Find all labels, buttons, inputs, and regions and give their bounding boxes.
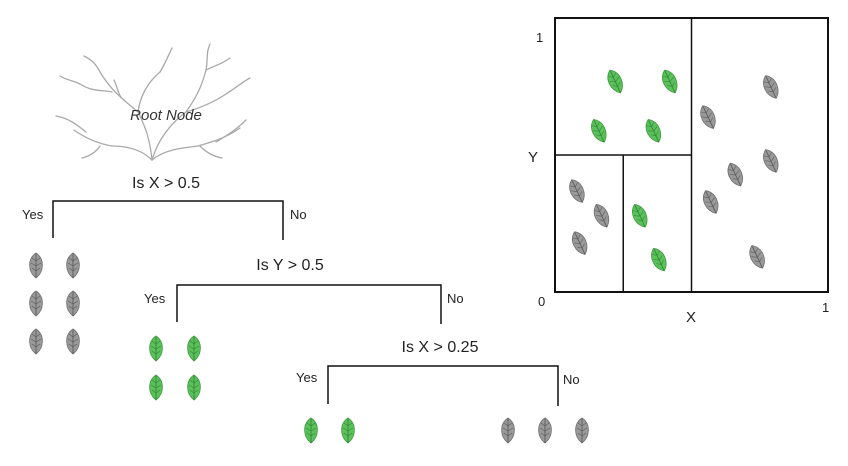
green-leaf-point [647,245,671,275]
plot-points [565,66,783,275]
gray-leaf-point [745,242,769,272]
partition-plot: 1 0 1 Y X [528,17,829,326]
plot-split-lines [555,18,693,292]
leaf-node-2 [149,335,201,401]
green-leaf-point [587,116,611,146]
root-node-label: Root Node [130,107,202,124]
leaf-node-3 [304,417,355,444]
gray-leaf-icon [29,328,43,355]
split-1: Is X > 0.5 Yes No [22,175,307,240]
green-leaf-icon [341,417,355,444]
leaf-node-1 [29,252,80,355]
split-3-no-label: No [563,372,580,387]
split-2-no-label: No [447,291,464,306]
root-node-branches-icon [55,43,251,161]
root-node: Root Node [55,43,251,161]
leaf-node-4 [501,417,589,444]
split-2: Is Y > 0.5 Yes No [144,257,464,324]
split-1-question: Is X > 0.5 [132,175,200,192]
gray-leaf-icon [29,252,43,279]
gray-leaf-icon [501,417,515,444]
gray-leaf-icon [66,252,80,279]
green-leaf-point [641,116,666,146]
split-1-no-label: No [290,207,307,222]
origin-tick: 0 [538,294,545,309]
gray-leaf-point [565,176,589,206]
gray-leaf-point [699,187,723,217]
split-2-bracket [176,284,442,324]
green-leaf-icon [187,335,201,362]
split-2-question: Is Y > 0.5 [256,257,324,274]
split-2-yes-label: Yes [144,291,166,306]
gray-leaf-point [759,72,783,102]
split-1-bracket [52,200,284,240]
gray-leaf-icon [29,290,43,317]
x-axis-max-tick: 1 [822,300,829,315]
gray-leaf-point [696,102,720,132]
gray-leaf-point [590,201,614,231]
split-3-yes-label: Yes [296,370,318,385]
y-axis-max-tick: 1 [536,30,543,45]
green-leaf-point [658,66,682,96]
green-leaf-point [628,201,652,231]
gray-leaf-icon [66,290,80,317]
green-leaf-icon [149,335,163,362]
green-leaf-icon [187,374,201,401]
gray-leaf-point [723,160,747,190]
gray-leaf-icon [66,328,80,355]
gray-leaf-point [568,228,592,258]
split-1-yes-label: Yes [22,207,44,222]
green-leaf-point [603,66,627,96]
split-3-bracket [327,365,559,406]
split-3: Is X > 0.25 Yes No [296,339,580,406]
gray-leaf-icon [538,417,552,444]
gray-leaf-icon [575,417,589,444]
y-axis-label: Y [528,149,538,166]
x-axis-label: X [686,309,696,326]
split-3-question: Is X > 0.25 [402,339,479,356]
green-leaf-icon [149,374,163,401]
green-leaf-icon [304,417,318,444]
gray-leaf-point [759,146,783,176]
